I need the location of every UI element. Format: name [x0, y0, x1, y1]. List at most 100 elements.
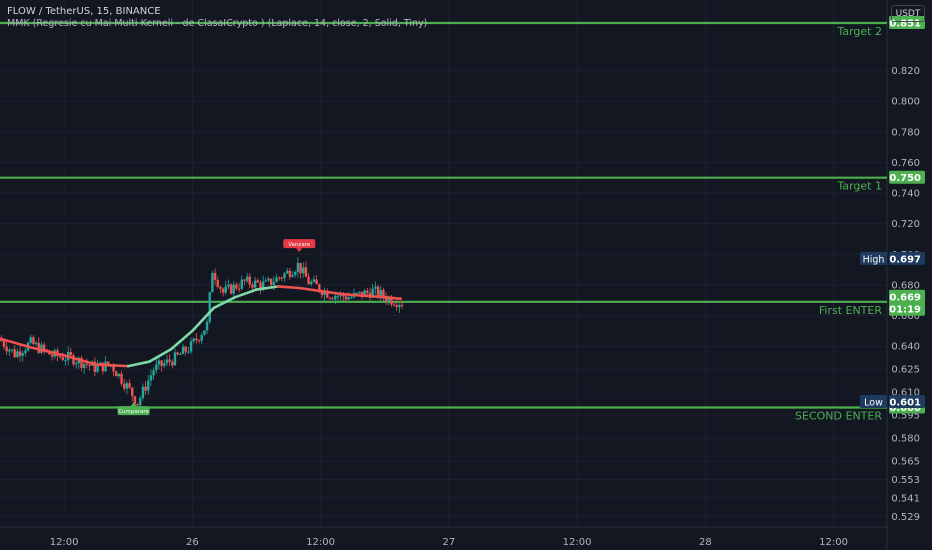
kernel-segment — [94, 363, 130, 368]
candle-body — [163, 363, 166, 366]
candle-body — [275, 277, 278, 283]
candle-body — [328, 297, 332, 299]
price-tick-label: 0.660 — [891, 311, 920, 322]
candle-body — [29, 337, 32, 343]
indicator-legend[interactable]: MMK (Regresie cu Mai Multi Kerneli - de … — [7, 18, 428, 29]
price-axis[interactable]: 0.8510.8200.8000.7800.7600.7400.7200.700… — [891, 18, 920, 522]
candle-body — [259, 282, 262, 289]
candle-body — [189, 341, 193, 352]
candle-body — [160, 360, 163, 366]
candle-body — [101, 362, 105, 372]
time-axis[interactable]: 12:00 26 12:00 27 12:00 28 12:00 — [50, 537, 848, 548]
candle-body — [21, 353, 24, 356]
candle-body — [69, 351, 72, 356]
candle-body — [302, 267, 305, 274]
candle-body — [232, 284, 235, 294]
grid — [0, 0, 887, 527]
kernel-segment — [126, 360, 151, 368]
kernel-segment — [30, 346, 66, 357]
price-tick-label: 0.720 — [891, 219, 920, 230]
signals: Vanzare Cumparare — [117, 239, 316, 416]
candle-body — [283, 273, 286, 279]
candle-body — [269, 278, 273, 286]
candle-body — [318, 284, 321, 292]
candle-body — [280, 277, 284, 279]
candle-body — [216, 279, 219, 287]
candle-body — [243, 279, 246, 281]
sell-signal-label: Vanzare — [288, 242, 311, 248]
candle-body — [197, 340, 201, 342]
candle-body — [395, 305, 398, 308]
candle-body — [50, 354, 54, 357]
candle-body — [88, 364, 91, 366]
kernel-segment — [255, 285, 280, 291]
kernel-segment — [297, 286, 322, 293]
buy-signal-box — [117, 406, 150, 416]
candle-body — [256, 280, 260, 283]
level-label: SECOND ENTER — [795, 410, 882, 423]
candle-body — [221, 288, 225, 293]
candle-body — [360, 291, 364, 297]
candle-body — [203, 330, 206, 335]
candle-body — [128, 383, 131, 388]
candle-body — [248, 276, 252, 285]
candle-body — [307, 276, 310, 285]
price-levels: Target 2 Target 1 First ENTER SECOND ENTER — [0, 21, 887, 423]
time-tick-label: 12:00 — [819, 537, 848, 548]
candle-body — [115, 371, 118, 377]
candle-body — [144, 386, 147, 391]
kernel-regression — [0, 285, 403, 368]
candle-body — [245, 276, 249, 281]
candle-body — [176, 352, 179, 355]
time-tick-label: 12:00 — [563, 537, 592, 548]
candle-body — [42, 344, 46, 350]
low-label: Low — [864, 397, 883, 408]
candle-body — [379, 289, 382, 297]
candle-body — [157, 360, 161, 365]
level-price-tag-bg — [889, 15, 925, 29]
candle-body — [37, 342, 40, 353]
candle-body — [355, 292, 358, 294]
level-price-tag-bg — [889, 170, 925, 184]
kernel-segment — [62, 354, 98, 366]
time-tick-label: 28 — [699, 537, 712, 548]
level-price-tag: 0.851 — [889, 18, 921, 29]
candle-body — [251, 284, 254, 288]
symbol-title[interactable]: FLOW / TetherUS, 15, BINANCE — [7, 6, 161, 17]
kernel-segment — [340, 292, 365, 297]
buy-signal-arrow — [130, 402, 137, 407]
candle-body — [13, 349, 16, 358]
candle-body — [64, 360, 67, 362]
candle-body — [85, 363, 89, 365]
candle-body — [123, 383, 126, 389]
candle-body — [147, 380, 150, 391]
candle-body — [291, 274, 294, 277]
sell-signal-box — [283, 239, 316, 249]
candle-body — [16, 351, 19, 358]
price-tick-label: 0.541 — [891, 493, 920, 504]
bar-countdown: 01:19 — [889, 304, 921, 315]
currency-button[interactable]: USDT — [891, 5, 925, 22]
candle-body — [286, 270, 289, 274]
candle-body — [347, 297, 350, 300]
candle-body — [261, 281, 265, 289]
kernel-segment — [212, 295, 237, 310]
price-tick-label: 0.820 — [891, 66, 920, 77]
candle-body — [149, 375, 153, 381]
candle-body — [219, 286, 222, 289]
low-price-tag-bg — [889, 394, 925, 408]
candle-body — [366, 290, 369, 293]
candle-body — [334, 295, 337, 300]
candle-body — [96, 365, 99, 372]
candle-body — [179, 354, 182, 356]
candle-body — [104, 361, 107, 372]
kernel-segment — [148, 347, 173, 363]
candle-body — [72, 355, 75, 365]
candle-body — [398, 304, 401, 308]
sell-signal-arrow — [296, 248, 303, 253]
high-price-tag: 0.697 — [889, 254, 921, 265]
kernel-segment — [276, 285, 301, 290]
level-price-tag: 0.750 — [889, 173, 921, 184]
price-tick-label: 0.610 — [891, 388, 920, 399]
